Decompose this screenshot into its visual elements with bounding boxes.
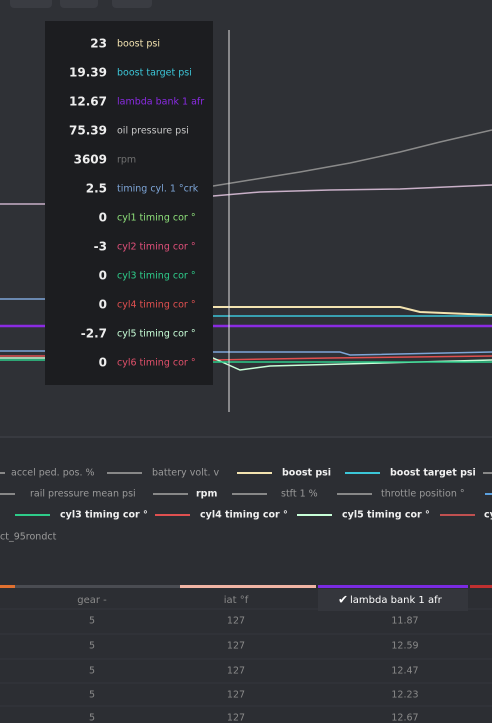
legend-label: boost target psi [390,468,476,479]
tooltip-value: -3 [94,240,107,254]
tooltip-label: cyl2 timing cor ° [117,242,196,253]
tooltip-label: cyl5 timing cor ° [117,329,196,340]
tooltip-label: lambda bank 1 afr [117,97,204,108]
tooltip-value: 3609 [74,153,107,167]
table-cell: 127 [227,616,245,627]
legend-label: cyl5 timing cor ° [342,510,430,521]
column-header: gear - [77,595,107,606]
table-cell: 12.59 [391,641,418,652]
tooltip-value: 2.5 [86,182,107,196]
tooltip-value: 19.39 [69,66,107,80]
tooltip-value: 12.67 [69,95,107,109]
legend-label: rpm [196,489,217,500]
tooltip-value: 23 [90,37,107,51]
table-cell: 127 [227,641,245,652]
column-header: lambda bank 1 afr [350,595,443,606]
table-cell: 12.67 [391,713,418,723]
toolbar-button[interactable] [60,0,98,8]
column-header: iat °f [224,595,249,606]
table-cell: 12.47 [391,666,418,677]
tooltip-label: cyl1 timing cor ° [117,213,196,224]
column-bar [180,585,316,588]
tooltip-value: 0 [99,211,107,225]
header-cell-selected [318,589,468,611]
tooltip-label: timing cyl. 1 °crk [117,184,199,195]
check-icon: ✔ [338,593,348,607]
legend-label: stft 1 % [281,489,318,500]
line [0,350,492,356]
tooltip-value: 0 [99,356,107,370]
tooltip-rows: 23 boost psi 19.39 boost target psi 12.67 lam… [69,37,204,370]
line [213,306,492,316]
tooltip-label: cyl6 timing cor ° [117,358,196,369]
tooltip-value: 0 [99,269,107,283]
tooltip-label: rpm [117,155,136,166]
tooltip-label: boost psi [117,39,160,50]
column-bar [0,585,15,588]
legend-label: boost psi [282,468,331,479]
column-bar [318,585,468,588]
table-cell: 5 [89,690,95,701]
table-cell: 11.87 [391,616,418,627]
legend-label: ct_95rondct [0,532,57,543]
table-cell: 127 [227,690,245,701]
tooltip-value: -2.7 [81,327,107,341]
tooltip-label: oil pressure psi [117,126,189,137]
column-bar [470,585,492,588]
legend-label: battery volt. v [152,468,220,479]
table-cell: 12.23 [391,690,418,701]
table-cell: 5 [89,616,95,627]
legend-label: accel ped. pos. % [11,468,95,479]
toolbar-button[interactable] [10,0,52,8]
tooltip-label: cyl3 timing cor ° [117,271,196,282]
legend-label: throttle position ° [381,489,465,500]
tooltip [45,21,213,385]
table-cell: 127 [227,713,245,723]
legend-label: cyl4 timing cor ° [200,510,288,521]
table-cell: 5 [89,641,95,652]
legend-label: cy [484,510,492,521]
table-cell: 5 [89,666,95,677]
legend: accel ped. pos. % battery volt. v boost ps… [0,468,492,543]
tooltip-value: 75.39 [69,124,107,138]
table: ✔ gear - iat °f lambda bank 1 afr 5 127 11.87 5… [0,589,492,723]
tooltip-value: 0 [99,298,107,312]
tooltip-label: cyl4 timing cor ° [117,300,196,311]
line [212,129,492,187]
legend-label: rail pressure mean psi [30,489,136,500]
table-cell: 127 [227,666,245,677]
line [0,357,492,371]
column-bar [15,585,180,588]
table-cell: 5 [89,713,95,723]
toolbar-button[interactable] [112,0,152,8]
tooltip-label: boost target psi [117,68,192,79]
legend-label: cyl3 timing cor ° [60,510,148,521]
